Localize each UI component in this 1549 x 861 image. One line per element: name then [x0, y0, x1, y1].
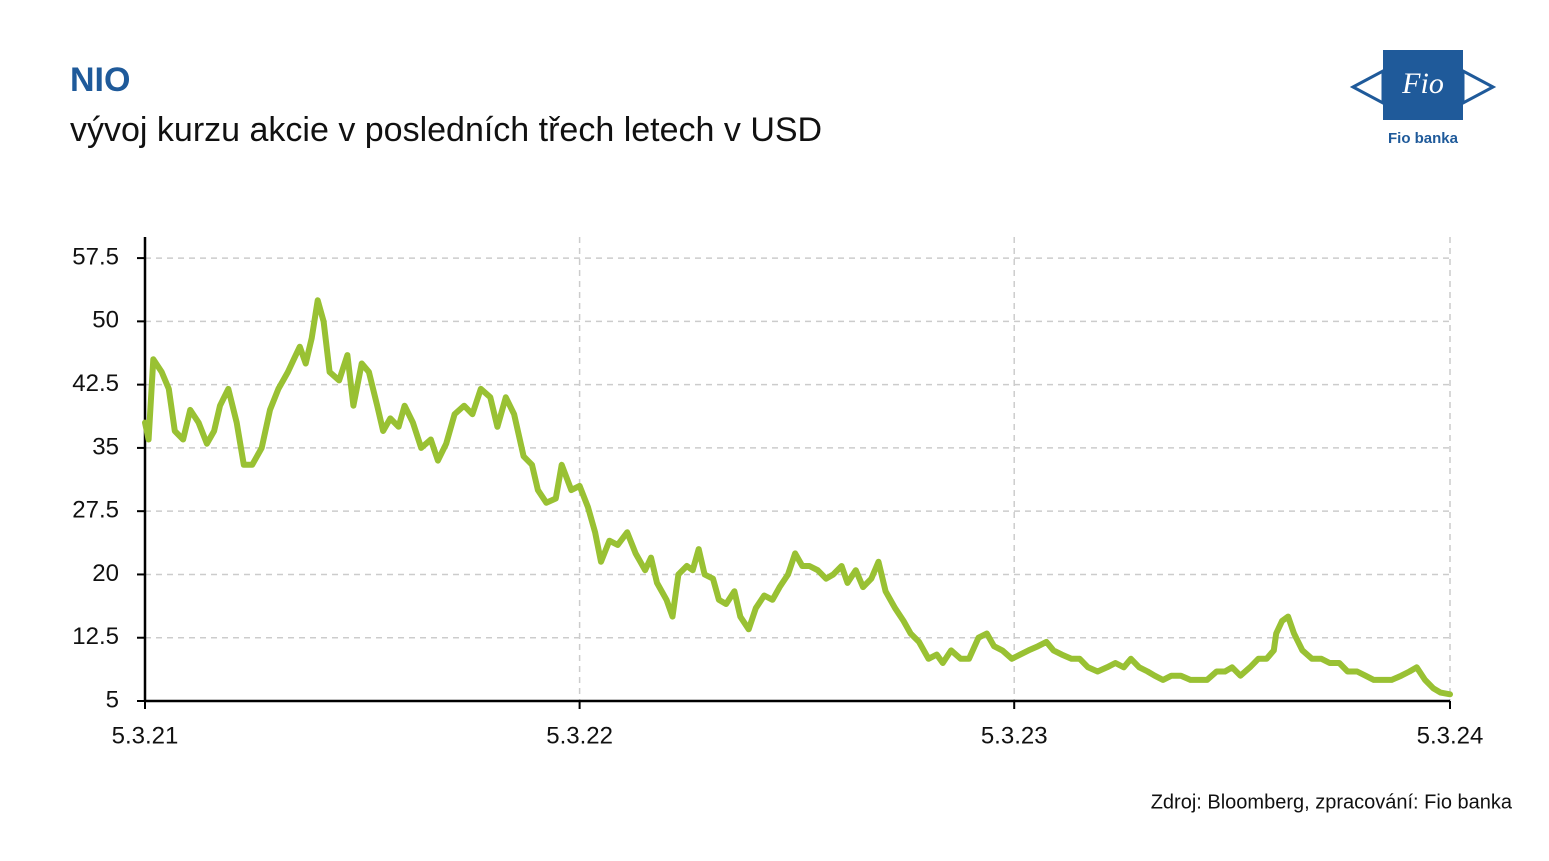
x-tick-label: 5.3.23: [981, 722, 1048, 749]
y-tick-label: 35: [92, 433, 119, 460]
y-tick-label: 42.5: [72, 370, 119, 397]
y-tick-label: 5: [106, 686, 119, 713]
y-tick-label: 50: [92, 307, 119, 334]
y-tick-label: 12.5: [72, 623, 119, 650]
x-tick-label: 5.3.24: [1417, 722, 1484, 749]
y-tick-label: 57.5: [72, 243, 119, 270]
chart-subtitle: vývoj kurzu akcie v posledních třech let…: [70, 111, 822, 149]
y-tick-label: 20: [92, 560, 119, 587]
logo-mark: Fio: [1401, 67, 1444, 100]
x-tick-label: 5.3.21: [112, 722, 179, 749]
chart-title: NIO: [70, 61, 130, 99]
logo: Fio Fio banka: [1349, 50, 1497, 147]
data-line: [142, 297, 1453, 698]
y-tick-label: 27.5: [72, 497, 119, 524]
x-tick-label: 5.3.22: [546, 722, 613, 749]
logo-caption: Fio banka: [1388, 130, 1459, 147]
logo-shape: [1383, 50, 1463, 120]
logo-shape: [1461, 68, 1497, 106]
source-note: Zdroj: Bloomberg, zpracování: Fio banka: [1151, 791, 1513, 813]
logo-shape: [1349, 68, 1385, 106]
